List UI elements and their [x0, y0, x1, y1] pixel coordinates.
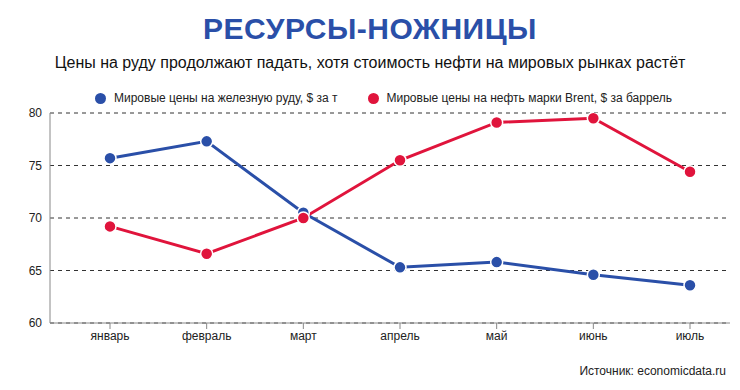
svg-text:февраль: февраль [182, 329, 232, 343]
svg-text:июль: июль [676, 329, 705, 343]
html-text:Цены на руду продолжают падать: Цены на руду продолжают падать, хотя сто… [54, 54, 686, 71]
svg-text:май: май [486, 329, 508, 343]
svg-text:март: март [290, 329, 317, 343]
svg-text:65: 65 [29, 264, 43, 278]
svg-text:75: 75 [29, 159, 43, 173]
html-text:Мировые цены на нефть марки Br: Мировые цены на нефть марки Brent, $ за … [386, 91, 673, 105]
html-text:РЕСУРСЫ-НОЖНИЦЫ: РЕСУРСЫ-НОЖНИЦЫ [203, 12, 537, 45]
html-text:Источник: economicdata.ru: Источник: economicdata.ru [579, 364, 726, 378]
html-text:Мировые цены на железную руду,: Мировые цены на железную руду, $ за т [114, 91, 338, 105]
svg-text:апрель: апрель [380, 329, 419, 343]
svg-text:январь: январь [91, 329, 130, 343]
svg-text:60: 60 [29, 316, 43, 330]
svg-text:80: 80 [29, 106, 43, 120]
svg-text:июнь: июнь [579, 329, 608, 343]
svg-text:70: 70 [29, 211, 43, 225]
